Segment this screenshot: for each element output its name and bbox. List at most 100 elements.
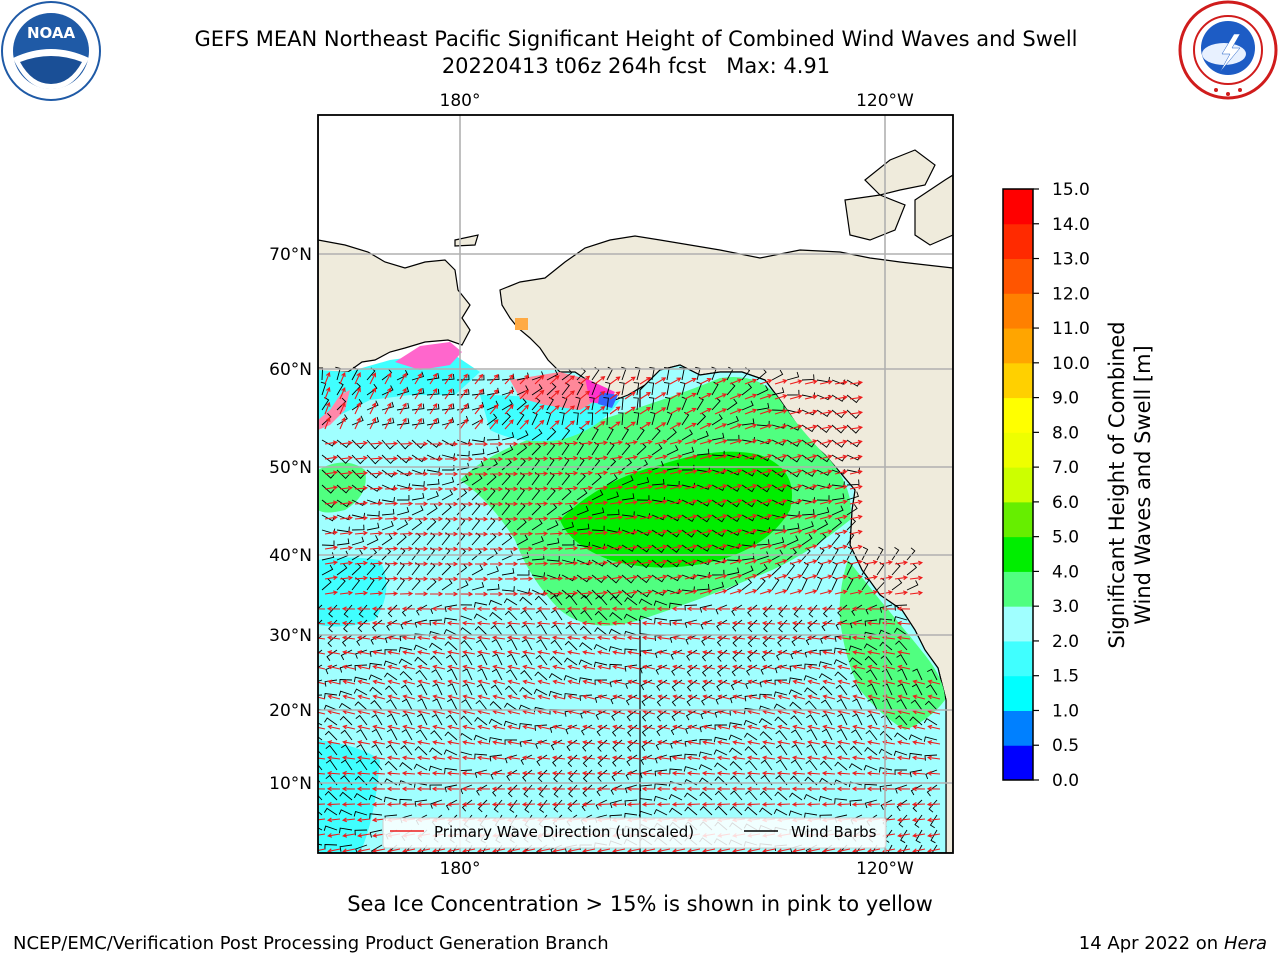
wave-direction-arrow — [596, 606, 611, 612]
wave-direction-arrow — [716, 620, 731, 626]
wind-barb — [653, 808, 668, 816]
wind-barb — [801, 576, 808, 591]
wind-barb — [759, 807, 773, 816]
wave-direction-arrow — [626, 606, 641, 612]
wind-barb — [760, 664, 773, 675]
wind-barb — [519, 723, 533, 729]
wind-barb — [321, 484, 335, 494]
wind-barb — [318, 604, 323, 610]
wind-barb — [411, 403, 425, 411]
wind-barb — [429, 747, 443, 756]
wind-barb — [923, 736, 938, 742]
wave-direction-arrow — [327, 694, 341, 700]
wind-barb — [711, 432, 725, 441]
wave-direction-arrow — [609, 376, 621, 385]
colorbar-swatch — [1003, 397, 1033, 433]
wave-direction-arrow — [909, 590, 924, 596]
land-siberia — [318, 115, 471, 373]
wave-direction-arrow — [324, 401, 331, 415]
wind-barb — [351, 399, 363, 411]
wind-barb — [760, 774, 773, 786]
footer-date-host: 14 Apr 2022 on Hera — [1079, 933, 1267, 954]
wind-barb — [537, 769, 548, 783]
wave-direction-arrow — [504, 576, 519, 582]
wave-direction-arrow — [567, 679, 581, 685]
wind-barb — [786, 535, 799, 546]
wind-barb — [400, 745, 413, 756]
wind-barb — [568, 769, 578, 783]
wave-direction-arrow — [318, 803, 326, 805]
wind-barb — [385, 685, 398, 696]
wind-barb — [882, 698, 893, 711]
colorbar-tick-label: 2.0 — [1052, 632, 1079, 652]
wind-barb — [846, 504, 858, 516]
wind-barb — [580, 709, 593, 719]
wave-direction-arrow — [867, 694, 881, 700]
wave-direction-arrow — [654, 422, 667, 430]
wind-barb — [882, 683, 893, 696]
wave-direction-arrow — [459, 418, 468, 430]
wave-direction-arrow — [867, 679, 881, 685]
wave-direction-arrow — [837, 650, 851, 655]
colorbar-tick-label: 8.0 — [1052, 423, 1079, 443]
wave-direction-arrow — [490, 471, 504, 477]
wind-barb — [531, 428, 543, 441]
wind-barb — [763, 619, 773, 633]
wave-direction-arrow — [581, 770, 596, 776]
wind-barb — [670, 649, 683, 660]
wave-direction-arrow — [731, 786, 746, 792]
wind-barb — [516, 372, 530, 381]
wind-barb — [654, 754, 668, 764]
wind-barb — [563, 675, 578, 681]
wind-barb — [894, 604, 908, 611]
wind-barb — [355, 759, 368, 771]
colorbar-tick-label: 13.0 — [1052, 250, 1090, 270]
wind-barb — [414, 656, 428, 666]
wind-barb — [441, 489, 454, 501]
wind-barb — [486, 413, 498, 426]
wind-barb — [619, 381, 625, 396]
wind-barb — [831, 439, 845, 448]
wind-barb — [324, 844, 338, 850]
wave-direction-arrow — [789, 409, 803, 415]
wind-barb — [624, 812, 638, 819]
wave-direction-arrow — [714, 454, 728, 460]
wind-barb — [716, 634, 728, 647]
wind-barb — [771, 469, 785, 478]
wave-direction-arrow — [582, 694, 596, 700]
wave-direction-arrow — [897, 664, 911, 670]
wind-barb — [924, 754, 938, 761]
wave-direction-arrow — [774, 544, 788, 550]
wave-direction-arrow — [609, 485, 624, 491]
wave-direction-arrow — [759, 408, 773, 415]
wind-barb — [594, 679, 608, 686]
wave-direction-arrow — [774, 559, 788, 565]
wave-direction-arrow — [417, 650, 431, 655]
wave-direction-arrow — [774, 409, 788, 415]
wind-barb — [816, 519, 829, 531]
wind-barb — [431, 669, 443, 681]
colorbar-swatch — [1003, 432, 1033, 468]
wave-direction-arrow — [819, 559, 833, 565]
wind-barb — [771, 562, 782, 576]
wave-direction-arrow — [372, 679, 386, 685]
wave-direction-arrow — [837, 664, 851, 670]
wind-barb — [368, 674, 383, 681]
wind-barb — [623, 613, 638, 621]
wave-direction-arrow — [354, 440, 369, 446]
wave-direction-arrow — [492, 650, 506, 655]
wind-barb — [846, 576, 854, 591]
latitude-labels: 70°N 60°N 50°N 40°N 30°N 20°N 10°N — [269, 245, 312, 794]
wind-barb — [516, 570, 530, 576]
wind-barb — [636, 442, 647, 456]
wave-direction-arrow — [686, 786, 701, 792]
wave-direction-arrow — [747, 679, 761, 685]
wind-barb — [849, 745, 863, 756]
wave-direction-arrow — [657, 679, 671, 685]
wave-direction-arrow — [339, 371, 346, 385]
wave-direction-arrow — [684, 439, 698, 445]
wave-direction-arrow — [669, 589, 683, 595]
colorbar-tick-label: 14.0 — [1052, 215, 1090, 235]
wind-barb — [699, 791, 713, 801]
